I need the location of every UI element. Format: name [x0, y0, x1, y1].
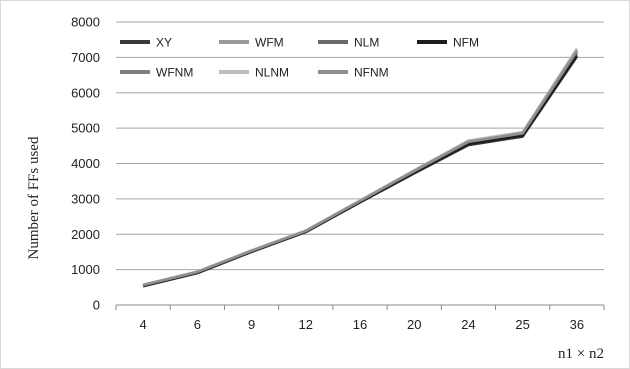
y-tick-label: 7000	[71, 50, 100, 65]
y-axis-ticks: 0 1000 2000 3000 4000 5000 6000 7000 8000	[71, 15, 100, 313]
x-axis-ticks: 4 6 9 12 16 20 24 25 36	[115, 305, 605, 332]
y-tick-label: 1000	[71, 262, 100, 277]
legend-label-nlm: NLM	[354, 36, 379, 50]
legend-label-wfm: WFM	[255, 36, 284, 50]
legend: XY WFM NLM NFM WFNM NLNM NFNM	[120, 36, 479, 80]
legend-label-xy: XY	[156, 36, 172, 50]
x-tick-label: 36	[570, 317, 584, 332]
gridlines	[116, 21, 604, 271]
x-tick-label: 4	[139, 317, 146, 332]
legend-label-nlnm: NLNM	[255, 66, 289, 80]
series-lines	[142, 47, 578, 288]
legend-label-wfnm: WFNM	[156, 66, 193, 80]
x-tick-label: 20	[407, 317, 421, 332]
y-tick-label: 3000	[71, 191, 100, 206]
x-tick-label: 12	[299, 317, 313, 332]
y-tick-label: 5000	[71, 121, 100, 136]
x-tick-label: 9	[248, 317, 255, 332]
y-tick-label: 0	[93, 298, 100, 313]
legend-label-nfm: NFM	[453, 36, 479, 50]
x-tick-label: 6	[194, 317, 201, 332]
y-tick-label: 4000	[71, 156, 100, 171]
y-axis-label: Number of FFs used	[26, 136, 42, 259]
y-tick-label: 2000	[71, 227, 100, 242]
x-tick-label: 16	[353, 317, 367, 332]
y-tick-label: 8000	[71, 15, 100, 30]
y-tick-label: 6000	[71, 85, 100, 100]
x-axis-label: n1 × n2	[558, 346, 604, 362]
x-tick-label: 24	[461, 317, 475, 332]
legend-label-nfnm: NFNM	[354, 66, 389, 80]
series-line-nfnm	[142, 50, 578, 287]
x-tick-label: 25	[515, 317, 529, 332]
